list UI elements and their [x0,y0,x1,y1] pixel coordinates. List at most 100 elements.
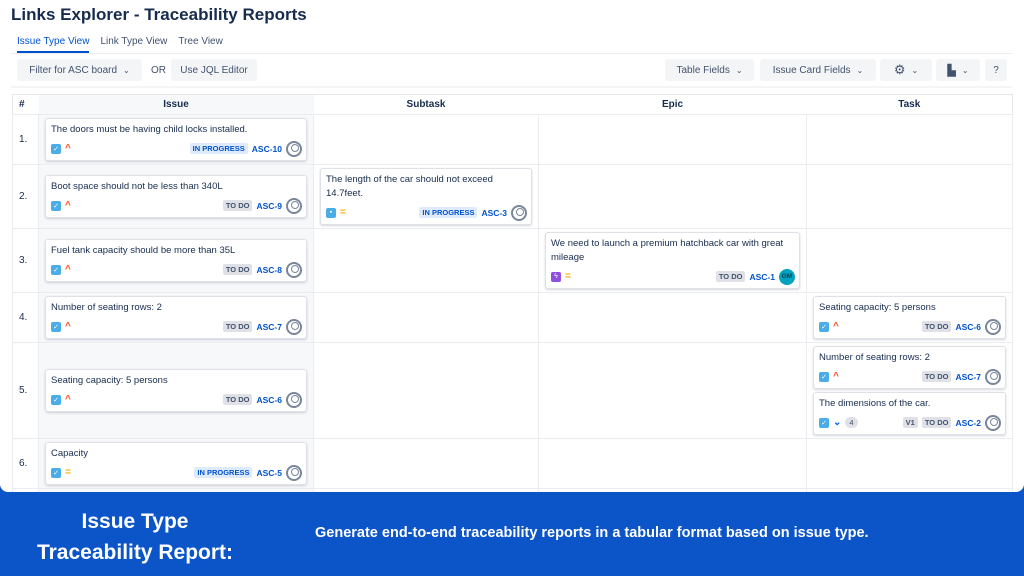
issue-card[interactable]: Seating capacity: 5 persons ✓ ^ TO DO ASC-6 [813,296,1006,339]
avatar [286,140,302,157]
app-window: Links Explorer - Traceability Reports Is… [0,0,1024,492]
issue-card[interactable]: We need to launch a premium hatchback ca… [545,232,800,289]
issue-cell: The doors must be having child locks ins… [38,114,314,165]
issue-card[interactable]: Fuel tank capacity should be more than 3… [45,239,307,282]
card-meta: ✓ ⌄ 4 V1 TO DO ASC-2 [819,414,1001,431]
task-type-icon: ✓ [819,321,829,332]
avatar [286,464,302,481]
row-number: 3. [12,228,39,293]
view-tabs: Issue Type View Link Type View Tree View [17,36,223,53]
card-fields-label: Issue Card Fields [772,64,851,76]
priority-high-icon: ^ [65,142,71,154]
issue-key-link[interactable]: ASC-1 [749,271,775,282]
task-type-icon: ✓ [819,371,829,382]
card-meta: ✓ ^ TO DO ASC-7 [51,318,302,335]
task-type-icon: ✓ [51,264,61,275]
issue-key-link[interactable]: ASC-7 [955,371,981,382]
table-row: 4. Number of seating rows: 2 ✓ ^ TO DO ASC-7 S… [12,292,1013,343]
issue-key-link[interactable]: ASC-5 [256,467,282,478]
status-badge: IN PROGRESS [189,143,248,154]
avatar [286,318,302,335]
gear-icon: ⚙ [893,62,906,77]
table-row: 6. Capacity ✓ = IN PROGRESS ASC-5 [12,438,1013,489]
epic-cell: We need to launch a premium hatchback ca… [538,228,807,293]
epic-cell [538,164,807,229]
divider [11,86,1012,88]
tab-tree-view[interactable]: Tree View [178,36,223,47]
issue-cell: Number of seating rows: 2 ✓ ^ TO DO ASC-7 [38,292,314,343]
avatar [985,368,1001,385]
issue-card[interactable]: The length of the car should not exceed … [320,168,532,225]
card-meta: ϟ = TO DO ASC-1 GM [551,268,795,285]
export-dropdown[interactable]: ▙ ⌄ [936,59,980,81]
epic-cell [538,292,807,343]
jql-editor-button[interactable]: Use JQL Editor [171,59,257,81]
issue-card[interactable]: The dimensions of the car. ✓ ⌄ 4 V1 TO DO ASC-… [813,392,1006,435]
status-badge: TO DO [222,264,253,275]
status-badge: TO DO [715,271,746,282]
issue-summary: Fuel tank capacity should be more than 3… [51,245,236,256]
task-type-icon: ✓ [51,143,61,154]
help-button[interactable]: ? [985,59,1007,81]
issue-card[interactable]: Boot space should not be less than 340L ✓… [45,175,307,218]
card-meta: ✓ ^ TO DO ASC-8 [51,261,302,278]
issue-key-link[interactable]: ASC-2 [955,417,981,428]
priority-medium-icon: = [65,466,71,478]
status-badge: TO DO [222,321,253,332]
status-badge: TO DO [921,321,952,332]
avatar [286,261,302,278]
row-number: 2. [12,164,39,229]
priority-high-icon: ^ [65,320,71,332]
issue-key-link[interactable]: ASC-8 [256,264,282,275]
issue-key-link[interactable]: ASC-6 [955,321,981,332]
subtask-cell [313,438,539,489]
issue-card[interactable]: Capacity ✓ = IN PROGRESS ASC-5 [45,442,307,485]
traceability-table: # Issue Subtask Epic Task 1. The doors mu… [12,94,1013,492]
divider [11,53,1012,54]
banner-title: Issue Type Traceability Report: [10,506,260,568]
card-meta: ▪ = IN PROGRESS ASC-3 [326,204,527,221]
avatar [985,318,1001,335]
table-fields-dropdown[interactable]: Table Fields ⌄ [665,59,754,81]
issue-cell: Capacity ✓ = IN PROGRESS ASC-5 [38,438,314,489]
subtask-count: 4 [845,417,858,428]
issue-card[interactable]: Seating capacity: 5 persons ✓ ^ TO DO ASC-6 [45,369,307,412]
banner: Issue Type Traceability Report: [0,492,1024,576]
subtask-type-icon: ▪ [326,207,336,218]
issue-key-link[interactable]: ASC-7 [256,321,282,332]
table-row: 3. Fuel tank capacity should be more than… [12,228,1013,293]
settings-dropdown[interactable]: ⚙ ⌄ [880,59,932,81]
page-title: Links Explorer - Traceability Reports [11,5,307,24]
issue-cell: Boot space should not be less than 340L ✓… [38,164,314,229]
issue-card[interactable]: Number of seating rows: 2 ✓ ^ TO DO ASC-7 [813,346,1006,389]
filter-label: Filter for ASC board [29,64,118,76]
table-header: # Issue Subtask Epic Task [12,94,1013,115]
issue-key-link[interactable]: ASC-10 [251,143,282,154]
col-header-epic: Epic [538,94,807,115]
issue-card[interactable]: Number of seating rows: 2 ✓ ^ TO DO ASC-7 [45,296,307,339]
tab-issue-type-view[interactable]: Issue Type View [17,36,90,53]
table-row: The width of the car should not exceed 6… [12,488,1013,492]
issue-card-fields-dropdown[interactable]: Issue Card Fields ⌄ [760,59,876,81]
task-cell [806,438,1013,489]
issue-key-link[interactable]: ASC-3 [481,207,507,218]
issue-summary: Number of seating rows: 2 [819,352,930,363]
epic-cell [538,342,807,439]
issue-key-link[interactable]: ASC-9 [256,200,282,211]
banner-title-line: Traceability Report: [36,541,234,564]
col-header-issue: Issue [38,94,314,115]
table-row: 2. Boot space should not be less than 340… [12,164,1013,229]
status-badge: IN PROGRESS [419,207,478,218]
board-filter-dropdown[interactable]: Filter for ASC board ⌄ [17,59,142,81]
status-badge: TO DO [921,371,952,382]
col-header-task: Task [806,94,1013,115]
priority-high-icon: ^ [833,320,839,332]
or-label: OR [151,65,166,76]
card-meta: ✓ ^ TO DO ASC-6 [51,391,302,408]
issue-cell: Seating capacity: 5 persons ✓ ^ TO DO ASC-6 [38,342,314,439]
card-meta: ✓ ^ IN PROGRESS ASC-10 [51,140,302,157]
chevron-down-icon: ⌄ [911,65,919,75]
issue-key-link[interactable]: ASC-6 [256,394,282,405]
tab-link-type-view[interactable]: Link Type View [100,36,168,47]
issue-card[interactable]: The doors must be having child locks ins… [45,118,307,161]
